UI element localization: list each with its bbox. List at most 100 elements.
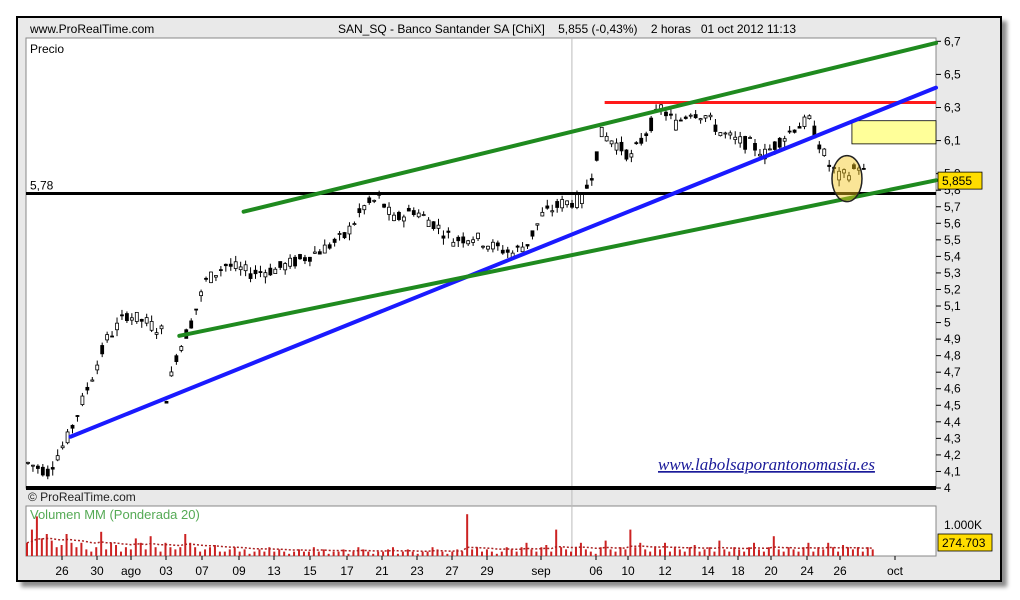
volume-bar xyxy=(406,549,409,556)
candle-body xyxy=(218,269,223,271)
candle-body xyxy=(748,137,752,139)
volume-bar xyxy=(233,547,236,556)
candle-body xyxy=(129,317,134,321)
last-price-tag xyxy=(937,171,983,190)
candle-body xyxy=(713,124,718,132)
candle-body xyxy=(169,371,174,377)
candle-body xyxy=(431,221,436,229)
candle-body xyxy=(837,170,841,181)
candle-body xyxy=(416,212,421,218)
candle-body xyxy=(347,225,352,235)
candle-body xyxy=(565,200,569,206)
volume-bar xyxy=(545,545,548,556)
candle-body xyxy=(327,244,332,249)
volume-bar xyxy=(75,547,78,556)
volume-bar xyxy=(609,549,612,556)
candle-body xyxy=(194,308,199,311)
y-tick-label: 5,1 xyxy=(944,299,961,313)
volume-bar xyxy=(772,536,775,556)
volume-bar xyxy=(540,547,543,556)
volume-bar xyxy=(659,549,662,556)
candle-body xyxy=(718,132,723,137)
candle-body xyxy=(55,455,60,461)
candle-body xyxy=(520,246,525,253)
y-tick-label: 5,7 xyxy=(944,200,961,214)
candle-body xyxy=(683,116,688,119)
candle-body xyxy=(406,207,411,212)
candle-body xyxy=(115,322,119,331)
y-tick-label: 4,8 xyxy=(944,349,961,363)
volume-bar xyxy=(851,549,854,556)
volume-bar xyxy=(490,551,493,556)
x-tick-label: 21 xyxy=(375,564,389,578)
candle-body xyxy=(619,141,624,152)
volume-bar xyxy=(263,551,266,556)
candle-body xyxy=(75,415,80,417)
candle-body xyxy=(233,261,238,269)
candle-body xyxy=(634,142,639,145)
volume-bar xyxy=(510,549,513,556)
volume-bar xyxy=(391,547,394,556)
volume-bar xyxy=(278,549,281,556)
volume-bar xyxy=(733,547,736,556)
volume-bar xyxy=(426,551,429,556)
candle-body xyxy=(708,114,713,118)
candle-body xyxy=(283,263,288,271)
candle-body xyxy=(688,114,693,117)
candle-body xyxy=(575,194,579,208)
panel-label: Precio xyxy=(30,42,64,56)
volume-bar xyxy=(129,549,132,556)
volume-bar xyxy=(253,551,256,556)
volume-bar xyxy=(871,549,874,556)
volume-bar xyxy=(654,547,657,556)
x-tick-label: 03 xyxy=(159,564,173,578)
volume-bar xyxy=(802,547,805,556)
volume-bar xyxy=(228,549,231,556)
y-tick-label: 4,3 xyxy=(944,431,961,445)
volume-bar xyxy=(144,549,147,556)
candle-body xyxy=(125,313,129,321)
candle-body xyxy=(481,245,485,248)
volume-bar xyxy=(688,547,691,556)
candle-body xyxy=(461,236,466,244)
candle-body xyxy=(545,205,550,209)
volume-bar xyxy=(50,540,53,556)
volume-bar xyxy=(738,549,741,556)
candle-body xyxy=(209,271,213,284)
candle-body xyxy=(268,267,273,276)
volume-bar xyxy=(199,551,202,556)
volume-bar xyxy=(520,547,523,556)
candle-body xyxy=(767,148,772,151)
volume-last-label: 274.703 xyxy=(942,536,986,550)
volume-bar xyxy=(471,549,474,556)
volume-bar xyxy=(60,545,63,556)
candle-body xyxy=(807,115,812,120)
candle-body xyxy=(367,197,372,203)
volume-bar xyxy=(70,542,73,556)
volume-bar xyxy=(377,551,380,556)
candle-body xyxy=(120,314,124,317)
volume-bar xyxy=(579,542,582,556)
x-tick-label: 10 xyxy=(621,564,635,578)
x-tick-label: sep xyxy=(531,564,551,578)
candle-body xyxy=(476,232,480,240)
volume-bar xyxy=(634,547,637,556)
volume-bar xyxy=(476,547,479,556)
green-upper-channel xyxy=(241,40,938,214)
candle-body xyxy=(357,208,362,214)
volume-bar xyxy=(639,542,642,556)
x-tick-label: 27 xyxy=(445,564,459,578)
volume-bar xyxy=(827,542,830,556)
volume-bar xyxy=(812,551,815,556)
candle-body xyxy=(401,216,406,222)
volume-bar xyxy=(65,534,68,556)
volume-bar xyxy=(357,547,360,556)
volume-bar xyxy=(782,551,785,556)
volume-bar xyxy=(574,547,577,556)
volume-bar xyxy=(105,549,108,556)
volume-bar xyxy=(238,551,241,556)
site-name[interactable]: www.ProRealTime.com xyxy=(30,22,155,36)
volume-bar xyxy=(456,549,459,556)
volume-bar xyxy=(466,514,469,556)
candle-body xyxy=(649,117,654,132)
